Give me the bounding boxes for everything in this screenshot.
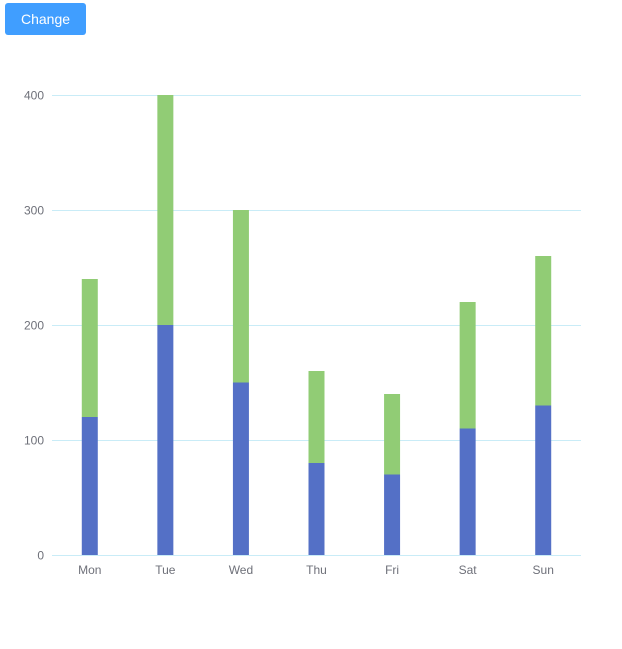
bar-series-1-thu[interactable] — [308, 463, 325, 555]
x-tick-label: Mon — [78, 563, 101, 577]
x-tick-label: Sat — [459, 563, 478, 577]
y-axis-labels: 0 100 200 300 400 — [24, 89, 44, 563]
x-tick-label: Sun — [533, 563, 554, 577]
y-tick-label: 0 — [37, 549, 44, 563]
bar-series-2-wed[interactable] — [232, 210, 249, 383]
bar-series-1-wed[interactable] — [232, 382, 249, 556]
bar-series-2-sun[interactable] — [535, 256, 552, 406]
bar-series-2-fri[interactable] — [384, 394, 401, 475]
bar-series-2-sat[interactable] — [459, 302, 476, 429]
x-tick-label: Fri — [385, 563, 399, 577]
y-tick-label: 300 — [24, 204, 44, 218]
x-tick-label: Tue — [155, 563, 176, 577]
bar-series-1-sat[interactable] — [459, 428, 476, 556]
bar-series-1-fri[interactable] — [384, 474, 401, 556]
bars — [81, 95, 552, 556]
y-tick-label: 400 — [24, 89, 44, 103]
bar-series-2-tue[interactable] — [157, 95, 174, 325]
bar-series-1-mon[interactable] — [81, 417, 98, 555]
x-tick-label: Wed — [229, 563, 253, 577]
x-tick-label: Thu — [306, 563, 327, 577]
bar-series-2-thu[interactable] — [308, 371, 325, 463]
change-button[interactable]: Change — [5, 3, 86, 35]
bar-series-1-tue[interactable] — [157, 325, 174, 555]
y-tick-label: 100 — [24, 434, 44, 448]
x-axis-labels: Mon Tue Wed Thu Fri Sat Sun — [78, 563, 554, 577]
bar-series-1-sun[interactable] — [535, 405, 552, 556]
y-tick-label: 200 — [24, 319, 44, 333]
bar-series-2-mon[interactable] — [81, 279, 98, 417]
